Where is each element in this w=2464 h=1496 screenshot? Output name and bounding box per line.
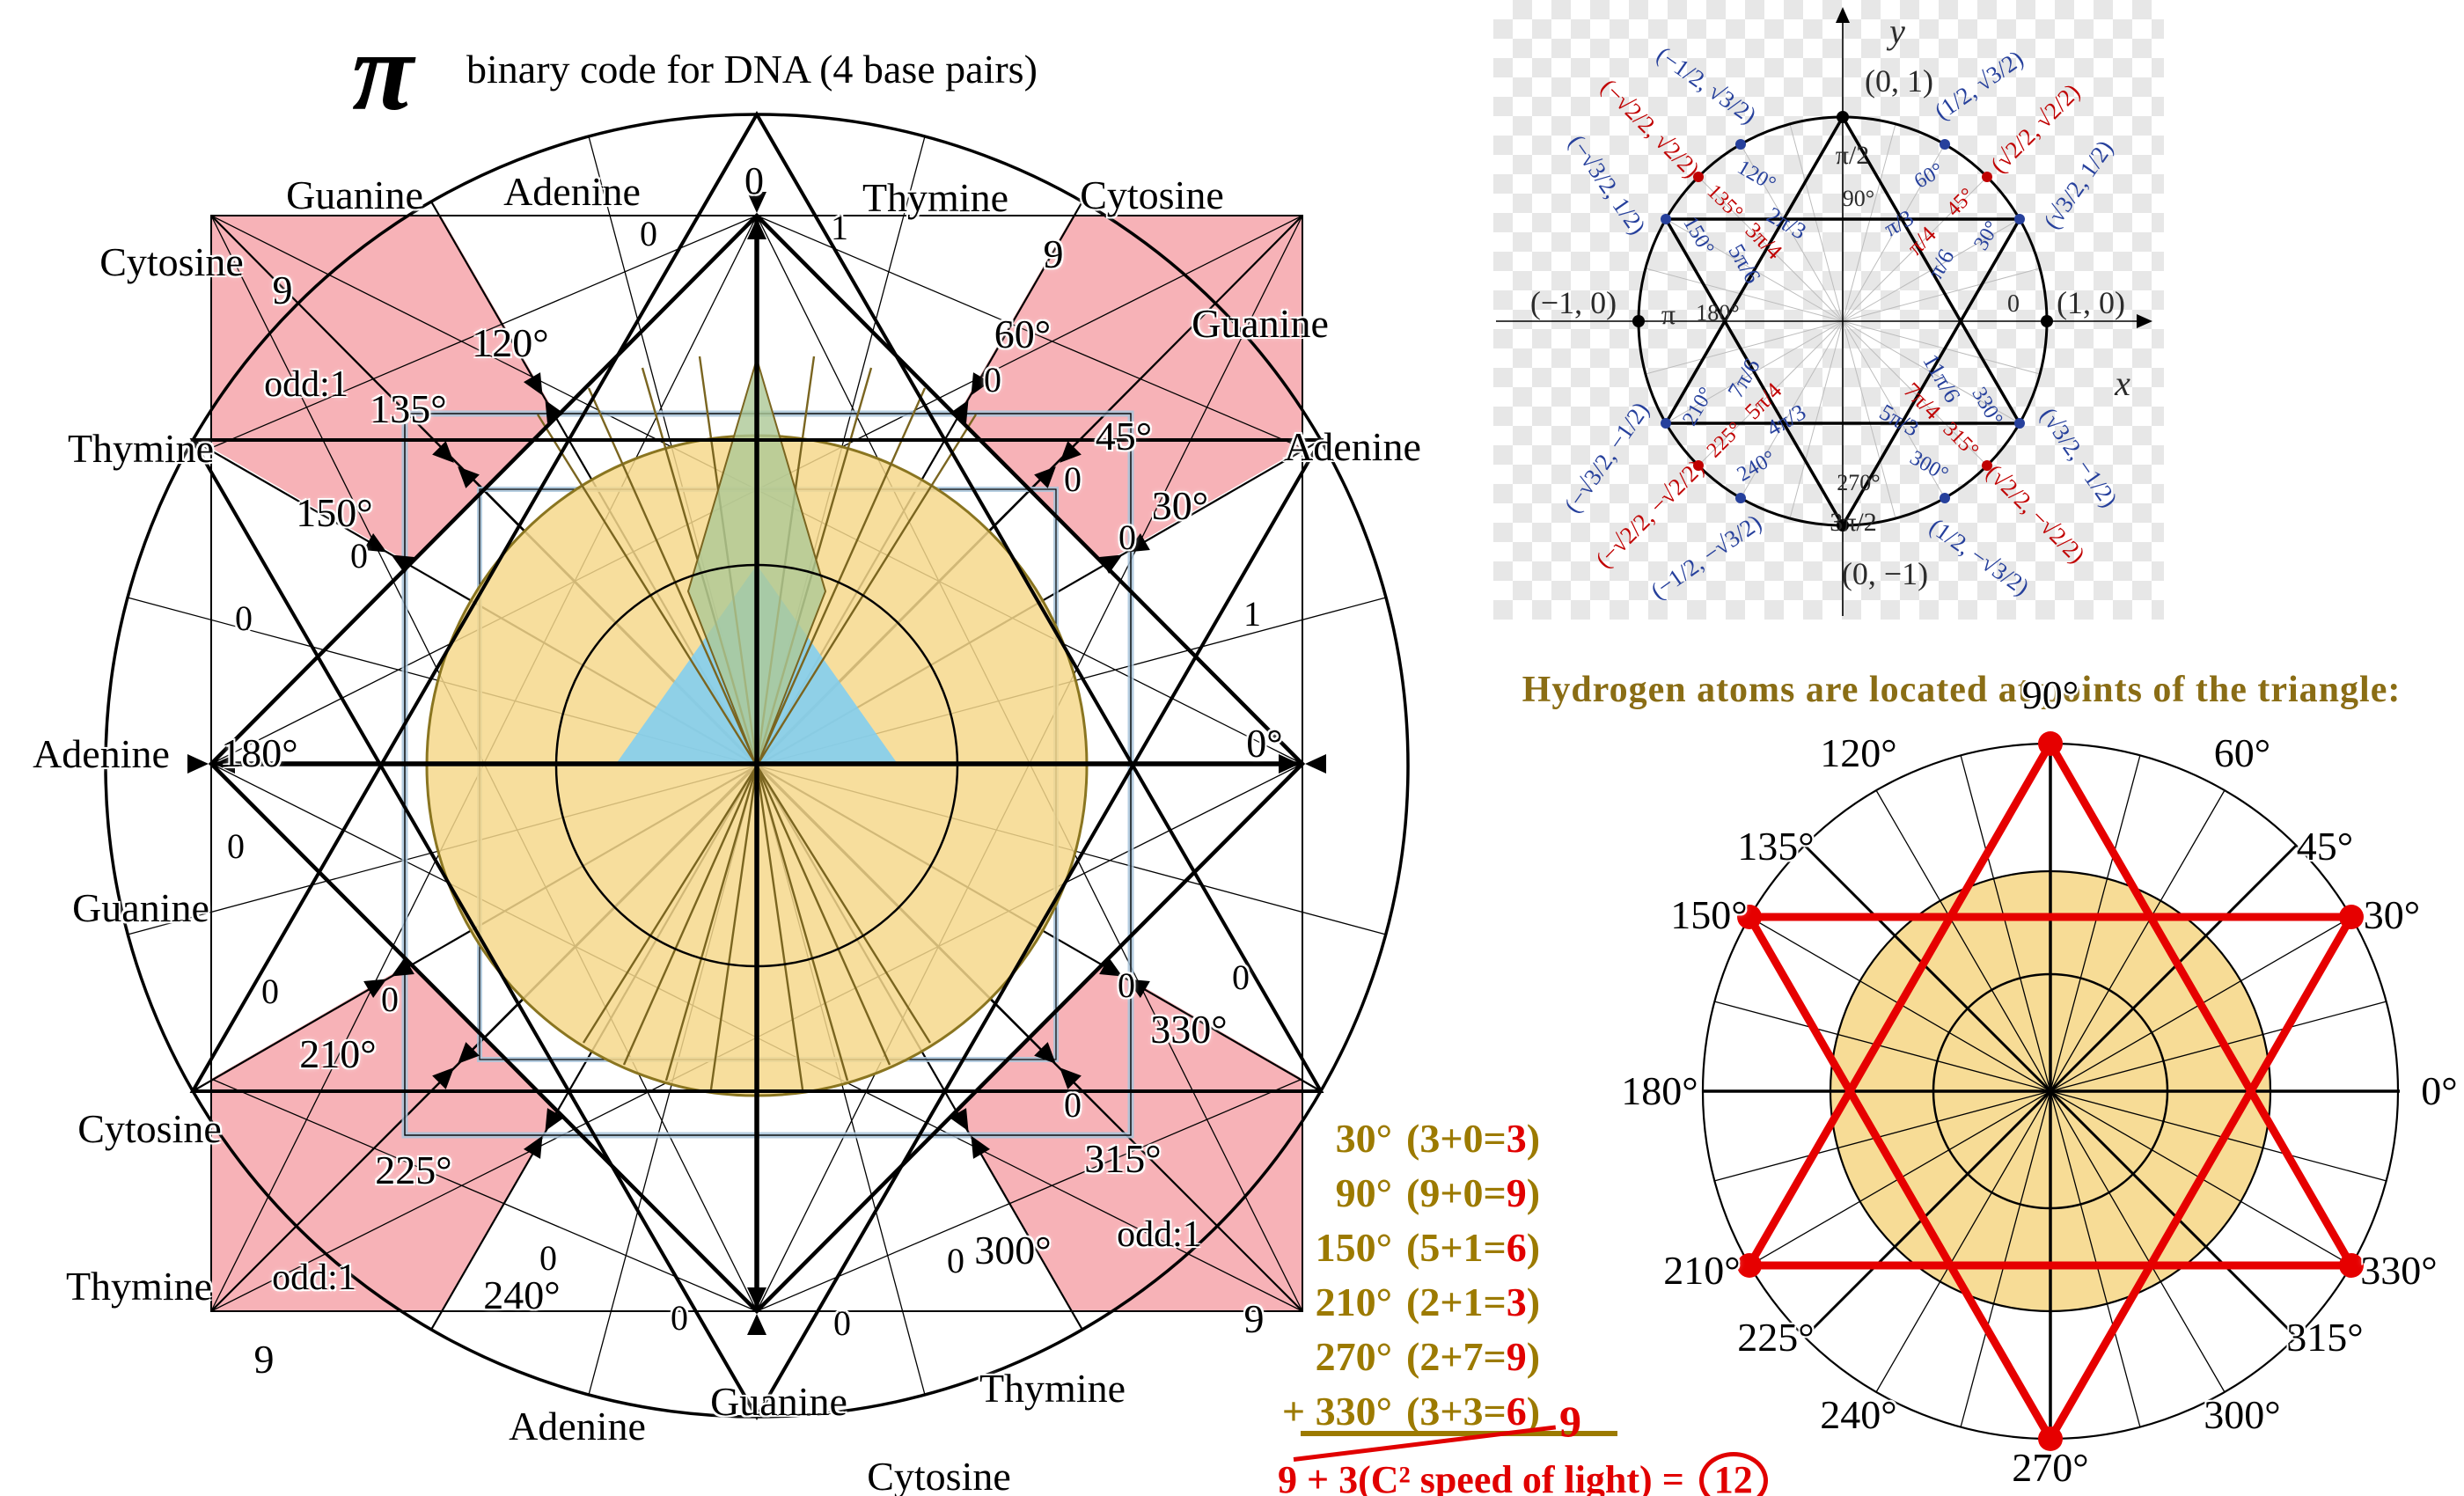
dna-mandala-diagram: [104, 111, 1410, 1420]
calc-formula: (5+1=6): [1406, 1224, 1541, 1270]
calc-row: 150° (5+1=6): [1278, 1220, 1656, 1274]
calc-row: 210° (2+1=3): [1278, 1274, 1656, 1329]
calc-angle: 30°: [1335, 1115, 1392, 1161]
final-equation: 9 + 3(C² speed of light) = 12: [1278, 1452, 1768, 1496]
transparency-checkerboard: [1493, 0, 2164, 620]
calc-angle: 90°: [1335, 1170, 1392, 1215]
rc-diagonals: [1803, 844, 2298, 1338]
uc-axis-arrows: [1836, 7, 2152, 328]
rc-red-dots: [1737, 731, 2364, 1451]
circled-result: 12: [1698, 1452, 1768, 1496]
calc-formula: (9+0=9): [1406, 1170, 1541, 1215]
uc-points: [1632, 111, 2053, 532]
sum-result: 9: [1559, 1397, 1581, 1446]
rc-axes: [1703, 744, 2400, 1441]
rc-red-hexagram: [1745, 739, 2356, 1443]
calc-row: 270° (2+7=9): [1278, 1329, 1656, 1383]
axes: [211, 216, 1302, 1311]
title-pi-symbol: π: [352, 9, 414, 134]
uc-hexagram: [1662, 114, 2023, 529]
hydrogen-note: Hydrogen atoms are located at points of …: [1522, 670, 2402, 710]
calc-formula: (2+7=9): [1406, 1333, 1541, 1379]
calc-formula: (3+3=6): [1406, 1388, 1541, 1434]
calc-angle: 210°: [1315, 1279, 1392, 1324]
angle-sum-calculation: 30° (3+0=3) 90° (9+0=9) 150° (5+1=6) 210° (2+1=…: [1278, 1111, 1656, 1438]
calc-formula: (2+1=3): [1406, 1279, 1541, 1324]
triangle-circle-diagram: [1701, 731, 2400, 1451]
calc-row: + 330° (3+3=6): [1278, 1383, 1656, 1438]
calc-formula: (3+0=3): [1406, 1115, 1541, 1161]
sum-underline: [1301, 1431, 1617, 1436]
page-title: binary code for DNA (4 base pairs): [466, 47, 1038, 92]
calc-angle: 150°: [1315, 1224, 1392, 1270]
calc-row: 90° (9+0=9): [1278, 1165, 1656, 1220]
unit-circle-diagram: [1496, 7, 2152, 616]
calc-row: 30° (3+0=3): [1278, 1111, 1656, 1165]
calc-angle: 270°: [1315, 1333, 1392, 1379]
final-equation-text: 9 + 3(C² speed of light) =: [1278, 1458, 1684, 1496]
calc-angle: + 330°: [1281, 1388, 1392, 1434]
